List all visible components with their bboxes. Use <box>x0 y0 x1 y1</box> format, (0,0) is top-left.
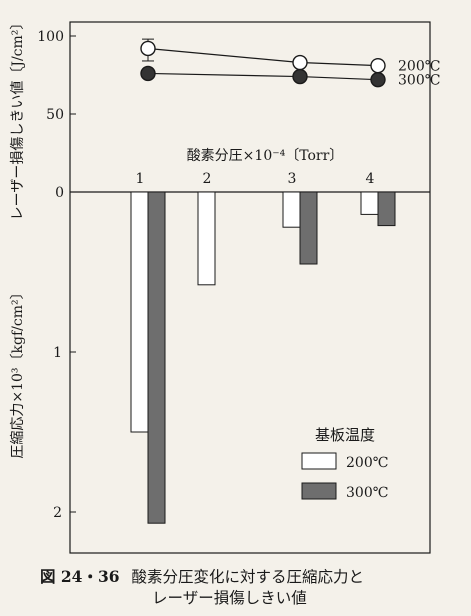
series-point-0 <box>140 40 156 57</box>
series-point-1 <box>292 68 308 85</box>
series-line-0 <box>147 47 379 67</box>
x-tick-label: 2 <box>203 171 212 187</box>
bar-200-2 <box>197 191 216 286</box>
bar-200-3 <box>282 191 301 228</box>
caption-line-2: レーザー損傷しきい値 <box>152 589 307 607</box>
y-tick-label-bottom: 2 <box>53 505 62 521</box>
x-tick-label: 3 <box>288 171 297 187</box>
bar-300-1 <box>147 191 166 524</box>
y-tick-label-top: 100 <box>37 29 64 45</box>
bar-300-3 <box>299 191 318 265</box>
chart-frame <box>69 21 431 554</box>
series-line-1 <box>147 72 379 81</box>
plot-border <box>69 21 431 554</box>
y-tick-label-top: 0 <box>55 185 64 201</box>
stress-panel: 12 <box>53 191 396 524</box>
series-label-0: 200℃ <box>398 59 440 75</box>
series-point-1 <box>140 65 156 82</box>
bar-300-4 <box>377 191 396 227</box>
y-axis-title-top: レーザー損傷しきい値〔J/cm²〕 <box>10 16 26 221</box>
series-point-0 <box>370 57 386 74</box>
series-point-0 <box>292 54 308 71</box>
series-label-1: 300℃ <box>398 73 440 89</box>
caption-number: 図 24・36 <box>40 567 120 586</box>
legend-label-1: 300℃ <box>346 485 388 501</box>
legend: 基板温度 200℃ 300℃ <box>301 426 388 501</box>
x-axis-title: 酸素分圧×10⁻⁴〔Torr〕 <box>187 148 344 164</box>
axis-labels: レーザー損傷しきい値〔J/cm²〕圧縮応力×10³〔kgf/cm²〕 <box>10 16 26 459</box>
x-tick-label: 4 <box>366 171 375 187</box>
bar-200-4 <box>360 191 379 215</box>
legend-title: 基板温度 <box>315 426 375 444</box>
legend-label-0: 200℃ <box>346 455 388 471</box>
legend-swatch-0 <box>301 452 337 470</box>
y-tick-label-bottom: 1 <box>53 345 62 361</box>
caption-line-1: 酸素分圧変化に対する圧縮応力と <box>131 568 365 586</box>
y-tick-label-top: 50 <box>46 107 64 123</box>
x-tick-label: 1 <box>136 171 145 187</box>
bar-200-1 <box>130 191 149 433</box>
legend-swatch-1 <box>301 482 337 500</box>
figure-caption: 図 24・36 酸素分圧変化に対する圧縮応力と レーザー損傷しきい値 <box>40 566 460 609</box>
series-point-1 <box>370 71 386 88</box>
y-axis-title-bottom: 圧縮応力×10³〔kgf/cm²〕 <box>10 285 26 458</box>
